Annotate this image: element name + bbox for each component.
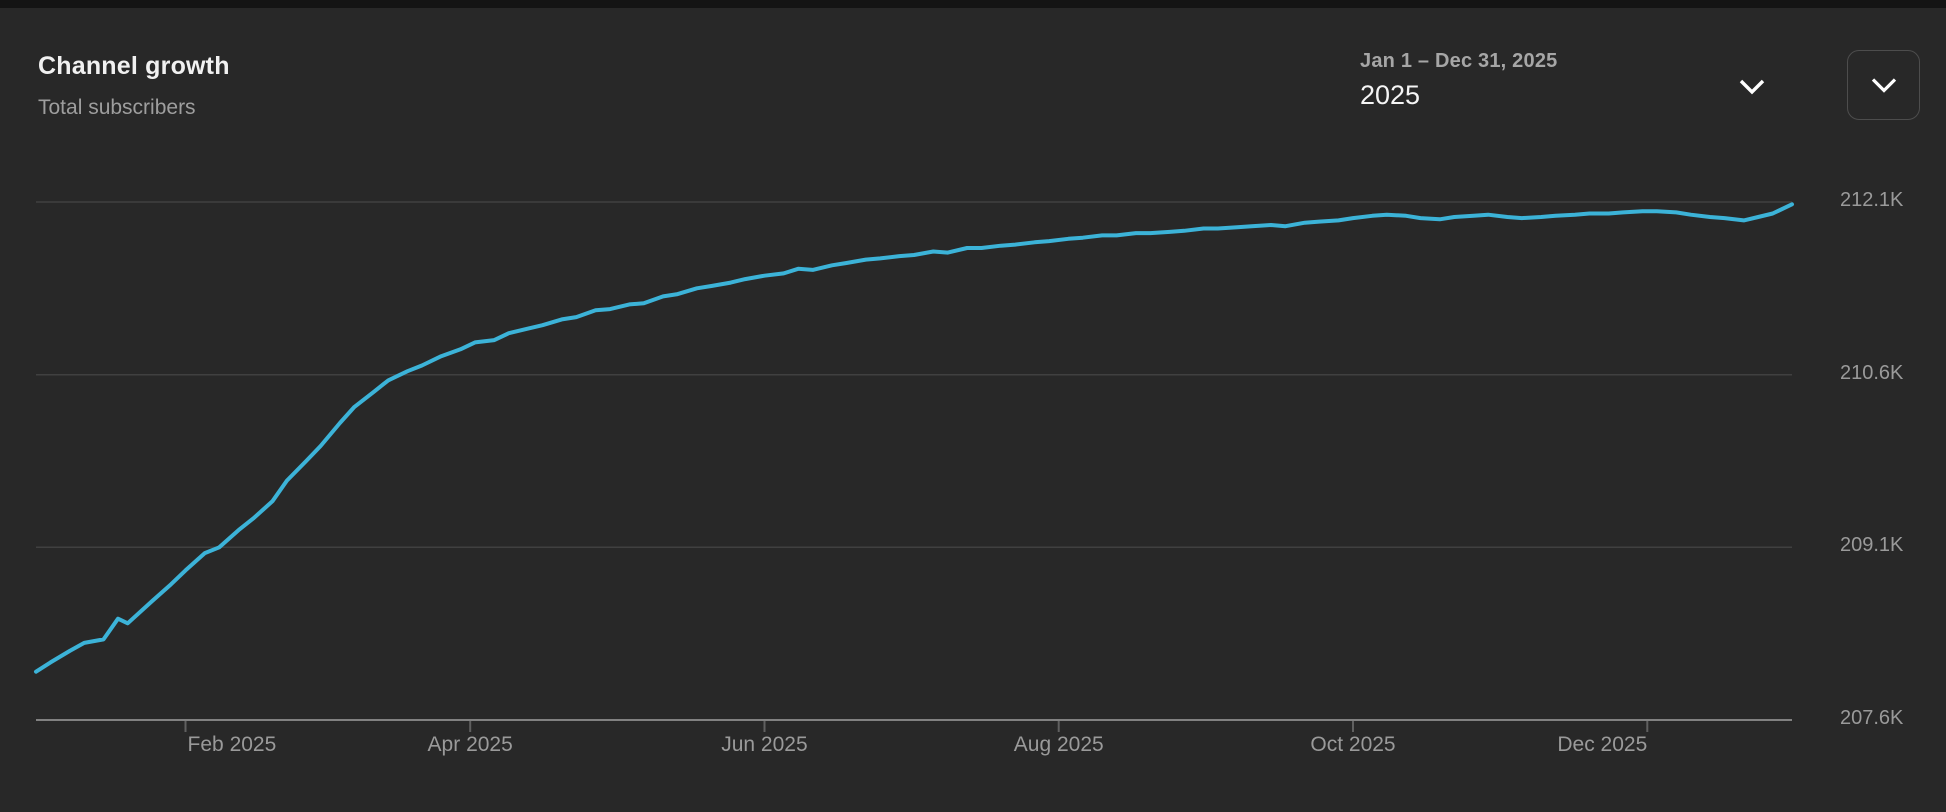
card-header: Channel growth Total subscribers Jan 1 –… — [0, 8, 1946, 138]
date-range-label: Jan 1 – Dec 31, 2025 — [1360, 50, 1558, 72]
collapse-card-button[interactable] — [1847, 50, 1920, 120]
y-axis-label: 210.6K — [1840, 361, 1904, 384]
date-range-selected-value: 2025 — [1360, 80, 1421, 110]
card-subtitle: Total subscribers — [38, 96, 196, 119]
y-axis-label: 207.6K — [1840, 707, 1904, 729]
channel-growth-card: Channel growth Total subscribers Jan 1 –… — [0, 8, 1946, 812]
chevron-down-icon — [1871, 78, 1896, 93]
y-axis-label: 209.1K — [1840, 534, 1904, 557]
y-axis-label: 212.1K — [1840, 189, 1904, 211]
date-range-selector[interactable]: Jan 1 – Dec 31, 2025 2025 — [1352, 44, 1776, 122]
x-axis-label: Aug 2025 — [1013, 733, 1104, 756]
x-axis-label: Jun 2025 — [721, 733, 808, 756]
chevron-down-icon — [1739, 79, 1765, 95]
chart-canvas[interactable] — [0, 8, 1946, 812]
x-axis-label: Oct 2025 — [1310, 733, 1396, 756]
x-axis-label: Dec 2025 — [1557, 733, 1648, 756]
x-axis-label: Feb 2025 — [187, 733, 277, 756]
subscribers-series-line — [34, 202, 1794, 674]
x-axis-label: Apr 2025 — [427, 733, 513, 756]
card-title: Channel growth — [38, 52, 230, 80]
